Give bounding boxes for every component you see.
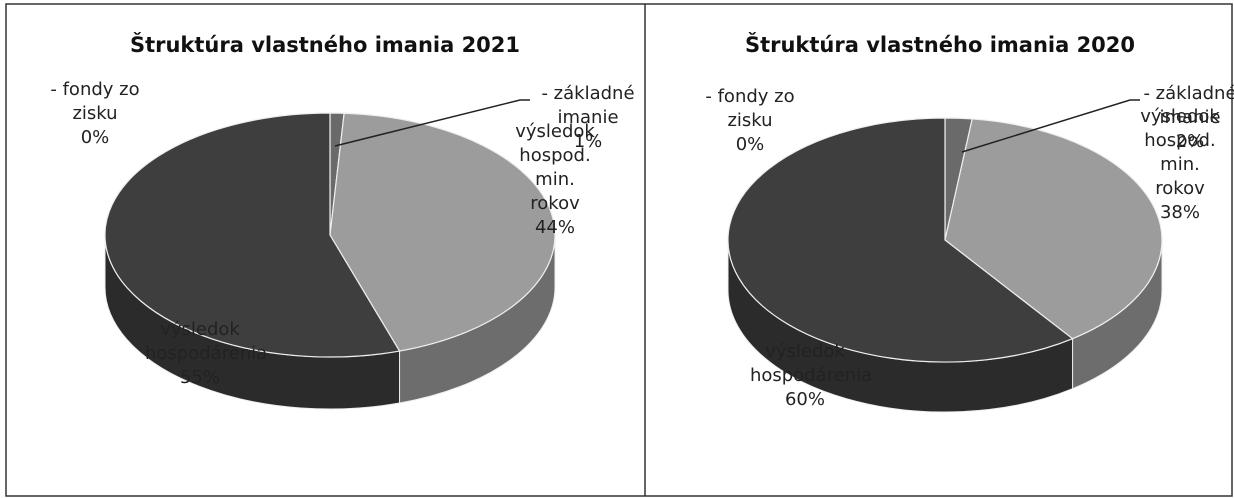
label-name: - základné imanie bbox=[541, 83, 635, 128]
label-value: 2% bbox=[1175, 131, 1205, 152]
label-name: výsledok hospodárenia bbox=[750, 341, 873, 386]
label-name: - fondy zo zisku bbox=[705, 86, 795, 131]
label-value: 1% bbox=[573, 131, 603, 152]
pie-slice bbox=[944, 118, 1163, 340]
data-label: výsledok hospod. min. rokov 38% bbox=[1135, 105, 1225, 225]
pie-slice bbox=[104, 112, 401, 358]
chart-title: Štruktúra vlastného imania 2020 bbox=[745, 32, 1135, 57]
label-value: 60% bbox=[784, 389, 825, 410]
label-value: 38% bbox=[1159, 202, 1200, 223]
label-name: - fondy zo zisku bbox=[50, 79, 140, 124]
data-label: - základné imanie 2% bbox=[1140, 82, 1234, 154]
label-value: 0% bbox=[80, 127, 110, 148]
data-label: výsledok hospod. min. rokov 44% bbox=[510, 120, 600, 240]
label-name: výsledok hospod. min. rokov bbox=[1140, 106, 1220, 199]
leader-line bbox=[961, 99, 1140, 153]
label-name: výsledok hospodárenia bbox=[145, 319, 268, 364]
data-label: výsledok hospodárenia 55% bbox=[145, 318, 268, 390]
label-name: výsledok hospod. min. rokov bbox=[515, 121, 595, 214]
data-label: - základné imanie 1% bbox=[533, 82, 643, 154]
chart-title: Štruktúra vlastného imania 2021 bbox=[130, 32, 520, 57]
leader-line bbox=[334, 99, 530, 147]
data-label: - fondy zo zisku 0% bbox=[700, 85, 800, 157]
frame bbox=[5, 3, 1233, 497]
pie-slice bbox=[329, 112, 556, 352]
data-label: - fondy zo zisku 0% bbox=[45, 78, 145, 150]
data-label: výsledok hospodárenia 60% bbox=[750, 340, 873, 412]
label-value: 55% bbox=[179, 367, 220, 388]
label-value: 0% bbox=[735, 134, 765, 155]
pie-slice bbox=[727, 117, 1074, 363]
label-name: - základné imanie bbox=[1143, 83, 1234, 128]
label-value: 44% bbox=[534, 217, 575, 238]
